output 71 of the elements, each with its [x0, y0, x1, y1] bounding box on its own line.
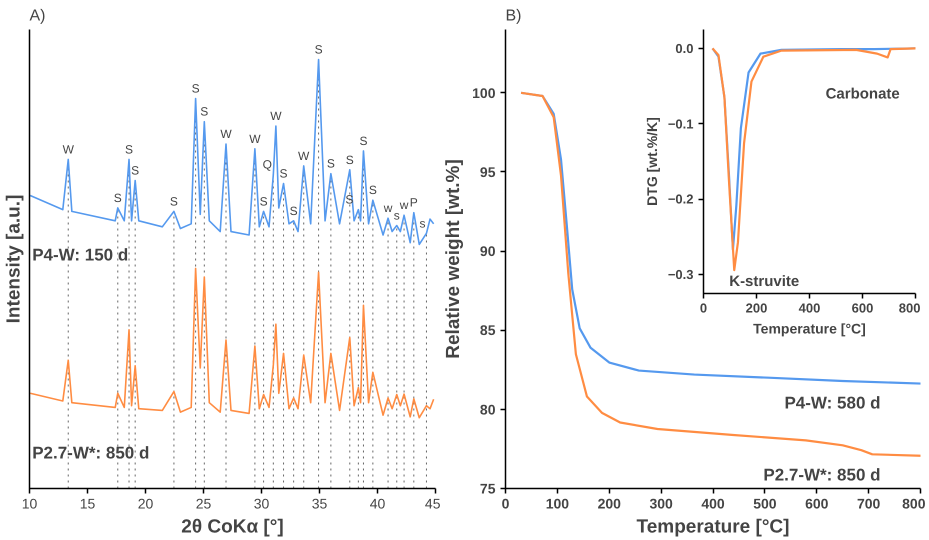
- annotation: K-struvite: [729, 273, 800, 290]
- annotation: s: [394, 208, 400, 223]
- y-tick-label: −0.2: [668, 192, 694, 207]
- y-tick-label: −0.3: [668, 267, 694, 282]
- y-tick-label: 100: [472, 84, 496, 101]
- annotation: S: [359, 134, 368, 148]
- series-label: P2.7-W*: 850 d: [763, 466, 881, 485]
- annotation: S: [192, 82, 200, 96]
- y-tick-label: −0.1: [668, 116, 694, 132]
- x-tick-label: 35: [312, 496, 328, 512]
- x-tick-label: 25: [196, 496, 212, 512]
- x-tick-label: 200: [746, 300, 768, 316]
- x-tick-label: 800: [902, 496, 926, 512]
- annotation: S: [280, 166, 288, 180]
- annotation: S: [314, 42, 323, 57]
- x-axis-title: 2θ CoKα [°]: [181, 516, 284, 538]
- x-tick-label: 700: [856, 496, 881, 512]
- x-tick-label: 15: [80, 496, 96, 512]
- y-tick-label: 85: [480, 322, 496, 338]
- x-axis-title: Temperature [°C]: [753, 320, 866, 336]
- annotation: S: [114, 190, 122, 205]
- series-label: P2.7-W*: 850 d: [32, 443, 150, 462]
- annotation: W: [62, 142, 75, 156]
- annotation: W: [220, 127, 232, 142]
- annotation: S: [200, 104, 208, 119]
- y-tick-label: 75: [480, 480, 496, 496]
- chart-title: A): [30, 8, 46, 24]
- x-tick-label: 600: [852, 300, 874, 316]
- series-label: P4-W: 580 d: [784, 394, 881, 413]
- annotation: S: [290, 204, 298, 218]
- annotation: S: [131, 164, 140, 178]
- annotation: S: [346, 152, 354, 167]
- chart-title: B): [506, 8, 522, 24]
- annotation: S: [125, 142, 134, 156]
- x-tick-label: 200: [598, 496, 622, 512]
- annotation: s: [419, 216, 426, 230]
- y-axis-title: DTG [wt.%/K]: [644, 117, 660, 206]
- x-tick-label: 800: [898, 300, 921, 316]
- annotation: w: [382, 201, 393, 216]
- x-tick-label: 10: [22, 496, 38, 512]
- annotation: S: [170, 194, 178, 208]
- x-axis-title: Temperature [°C]: [636, 516, 790, 538]
- x-tick-label: 30: [254, 496, 270, 512]
- annotation: P: [410, 196, 418, 210]
- series-label: P4-W: 150 d: [32, 246, 128, 265]
- x-tick-label: 300: [649, 496, 674, 512]
- annotation: W: [298, 148, 310, 163]
- x-tick-label: 600: [805, 496, 829, 512]
- annotation: S: [326, 156, 335, 171]
- x-tick-label: 400: [701, 496, 725, 512]
- x-tick-label: 0: [502, 496, 510, 512]
- y-tick-label: 95: [480, 164, 496, 180]
- annotation: S: [368, 183, 377, 198]
- annotation: S: [260, 194, 268, 208]
- y-tick-label: 0.0: [675, 40, 694, 56]
- x-tick-label: 45: [424, 496, 441, 512]
- x-tick-label: 20: [138, 496, 154, 512]
- y-axis-title: Relative weight [wt.%]: [443, 159, 464, 359]
- y-tick-label: 90: [480, 243, 496, 260]
- x-tick-label: 40: [370, 496, 386, 512]
- annotation: Q: [262, 157, 272, 172]
- x-tick-label: 500: [753, 496, 777, 512]
- x-tick-label: 100: [546, 496, 570, 512]
- annotation: W: [249, 132, 262, 146]
- y-tick-label: 80: [480, 401, 496, 418]
- annotation: Carbonate: [826, 85, 900, 102]
- x-tick-label: 400: [798, 300, 820, 316]
- annotation: w: [398, 198, 409, 212]
- x-tick-label: 0: [700, 300, 708, 316]
- y-axis-title: Intensity [a.u.]: [4, 194, 24, 324]
- annotation: W: [270, 109, 282, 124]
